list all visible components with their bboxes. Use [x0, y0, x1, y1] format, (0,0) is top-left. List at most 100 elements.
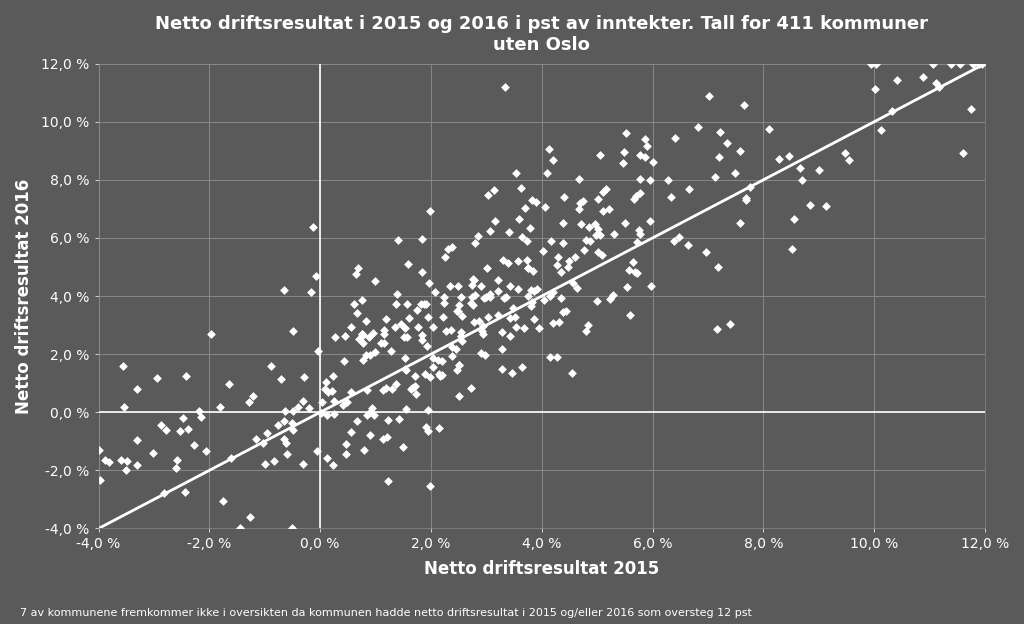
Point [475, 293, 492, 303]
Point [241, 397, 257, 407]
Point [511, 214, 527, 224]
Point [818, 201, 835, 211]
Point [319, 453, 336, 463]
Point [279, 438, 295, 448]
Point [588, 230, 604, 240]
Point [582, 236, 598, 246]
Point [472, 348, 488, 358]
Point [530, 323, 547, 333]
Point [270, 420, 287, 430]
Point [637, 152, 653, 162]
Point [628, 191, 644, 201]
Point [379, 432, 395, 442]
Point [221, 379, 238, 389]
Point [726, 168, 742, 178]
Point [343, 427, 359, 437]
Point [490, 310, 507, 320]
Point [476, 351, 493, 361]
Point [376, 338, 392, 348]
Point [629, 237, 645, 247]
Point [295, 396, 311, 406]
Point [447, 344, 464, 354]
Point [863, 59, 880, 69]
Point [505, 303, 521, 313]
Point [485, 185, 502, 195]
Point [276, 406, 293, 416]
Point [589, 296, 605, 306]
Point [434, 371, 451, 381]
Point [198, 446, 214, 456]
Point [389, 289, 406, 299]
Point [572, 219, 589, 229]
Point [464, 280, 480, 290]
Point [387, 322, 403, 332]
Point [738, 193, 755, 203]
Point [413, 298, 429, 308]
Point [420, 406, 436, 416]
Point [575, 245, 592, 255]
Point [450, 281, 466, 291]
Point [409, 389, 425, 399]
Point [595, 206, 611, 216]
Point [482, 227, 499, 236]
Point [158, 425, 174, 435]
Point [524, 195, 541, 205]
Point [435, 298, 452, 308]
Point [520, 263, 537, 273]
Point [414, 266, 430, 276]
Point [489, 286, 506, 296]
Point [494, 364, 510, 374]
Point [622, 265, 638, 275]
Point [365, 328, 381, 338]
Point [325, 371, 341, 381]
Point [91, 475, 108, 485]
Point [971, 59, 987, 69]
Point [490, 275, 507, 285]
Point [632, 173, 648, 183]
Point [498, 292, 514, 302]
Point [771, 154, 787, 164]
Point [348, 308, 365, 318]
Point [414, 234, 430, 244]
Point [295, 459, 311, 469]
Point [478, 263, 495, 273]
Point [156, 487, 172, 497]
Point [701, 90, 718, 100]
Point [629, 268, 645, 278]
Point [552, 293, 568, 303]
Point [358, 350, 375, 360]
Point [427, 287, 443, 297]
Point [129, 384, 145, 394]
Point [502, 313, 518, 323]
Point [308, 271, 325, 281]
Point [399, 333, 416, 343]
Point [444, 342, 461, 352]
Point [243, 512, 259, 522]
Point [467, 238, 483, 248]
Point [508, 322, 524, 332]
Point [632, 230, 648, 240]
Point [375, 384, 391, 394]
Point [295, 372, 311, 382]
Point [144, 449, 161, 459]
Point [914, 72, 931, 82]
Point [466, 275, 482, 285]
Point [463, 298, 479, 308]
Text: 7 av kommunene fremkommer ikke i oversikten da kommunen hadde netto driftsresult: 7 av kommunene fremkommer ikke i oversik… [20, 608, 753, 618]
Point [407, 371, 423, 381]
Point [366, 410, 382, 420]
Point [451, 391, 467, 401]
Point [409, 305, 425, 315]
Point [508, 168, 524, 178]
Point [449, 306, 465, 316]
Point [430, 423, 446, 433]
Point [569, 283, 586, 293]
Point [172, 426, 188, 436]
Point [148, 373, 165, 383]
Point [565, 278, 582, 288]
Point [364, 404, 380, 414]
Point [479, 190, 496, 200]
Point [191, 406, 208, 416]
Point [496, 293, 512, 303]
Point [537, 202, 553, 212]
